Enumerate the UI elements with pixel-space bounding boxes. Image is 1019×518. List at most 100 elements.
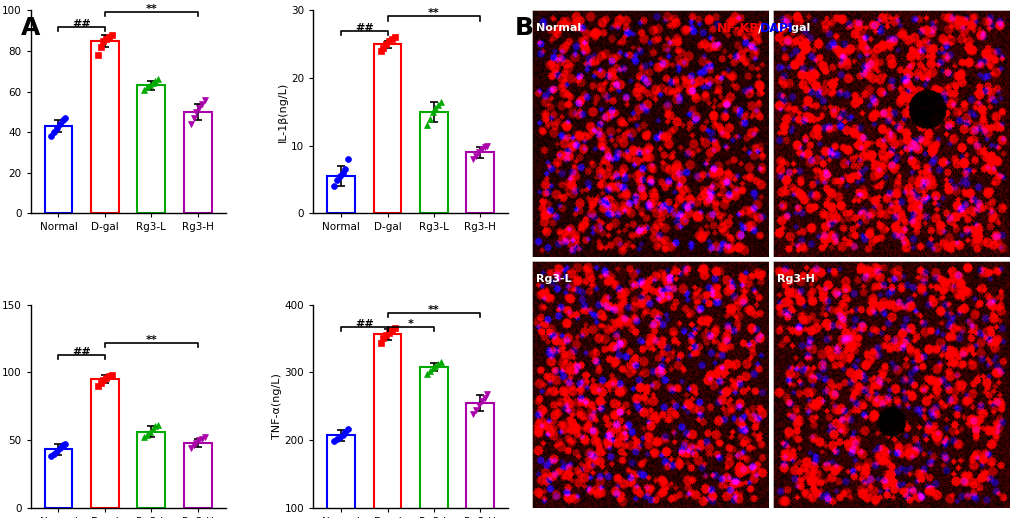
Point xyxy=(468,406,484,414)
Point xyxy=(334,168,351,177)
Text: *: * xyxy=(408,319,414,329)
Point xyxy=(104,371,120,379)
Point xyxy=(380,329,396,337)
Text: ##: ## xyxy=(355,23,373,33)
Point xyxy=(331,433,347,441)
Point xyxy=(337,165,354,174)
Point xyxy=(191,104,207,112)
Point xyxy=(104,31,120,39)
Point xyxy=(145,79,161,88)
Point xyxy=(430,101,446,109)
Point xyxy=(54,441,70,450)
Point xyxy=(139,83,155,92)
Point xyxy=(185,114,202,122)
Point xyxy=(424,108,440,116)
Point xyxy=(150,421,166,429)
Bar xyxy=(373,335,401,518)
Text: DAPI: DAPI xyxy=(759,22,793,35)
Point xyxy=(136,433,152,441)
Point xyxy=(191,436,207,444)
Point xyxy=(372,338,388,347)
Point xyxy=(57,440,73,448)
Bar xyxy=(373,44,401,213)
Point xyxy=(194,435,210,443)
Bar xyxy=(45,450,72,508)
Point xyxy=(197,95,213,104)
Point xyxy=(471,148,487,156)
Text: Rg3-H: Rg3-H xyxy=(776,275,814,284)
Point xyxy=(334,430,351,439)
Text: /: / xyxy=(757,22,761,35)
Point xyxy=(380,37,396,45)
Point xyxy=(479,390,495,398)
Point xyxy=(378,40,394,48)
Point xyxy=(90,382,106,390)
Bar xyxy=(91,379,118,508)
Bar xyxy=(420,112,447,213)
Point xyxy=(465,410,481,419)
Bar xyxy=(183,112,211,213)
Point xyxy=(468,152,484,160)
Bar xyxy=(327,435,355,518)
Point xyxy=(419,369,435,378)
Point xyxy=(386,324,403,332)
Text: **: ** xyxy=(146,335,157,346)
Text: Normal: Normal xyxy=(536,23,581,33)
Point xyxy=(421,114,437,123)
Bar xyxy=(327,176,355,213)
Point xyxy=(194,99,210,108)
Point xyxy=(185,441,202,450)
Bar xyxy=(183,443,211,508)
Point xyxy=(136,85,152,94)
Point xyxy=(378,331,394,339)
Point xyxy=(52,444,68,452)
Point xyxy=(372,47,388,55)
Point xyxy=(427,362,443,370)
Bar xyxy=(466,152,494,213)
Point xyxy=(101,372,117,381)
Point xyxy=(90,51,106,59)
Y-axis label: TNF-α(ng/L): TNF-α(ng/L) xyxy=(272,373,281,439)
Point xyxy=(386,33,403,41)
Point xyxy=(465,155,481,163)
Point xyxy=(187,108,204,116)
Point xyxy=(52,120,68,128)
Point xyxy=(473,145,489,153)
Point xyxy=(93,379,109,387)
Point xyxy=(43,132,59,140)
Text: **: ** xyxy=(428,8,439,19)
Point xyxy=(427,104,443,112)
Point xyxy=(49,447,65,455)
Point xyxy=(432,357,448,366)
Point xyxy=(95,37,111,45)
Point xyxy=(145,425,161,433)
Point xyxy=(147,77,163,85)
Point xyxy=(424,364,440,372)
Point xyxy=(421,367,437,375)
Text: ##: ## xyxy=(72,348,91,357)
Point xyxy=(328,435,344,443)
Text: B: B xyxy=(515,16,534,39)
Point xyxy=(43,452,59,461)
Text: **: ** xyxy=(146,5,157,15)
Point xyxy=(375,334,391,342)
Bar xyxy=(91,41,118,213)
Bar xyxy=(420,367,447,518)
Point xyxy=(326,437,342,445)
Point xyxy=(383,326,399,335)
Point xyxy=(432,97,448,106)
Text: ##: ## xyxy=(355,319,373,329)
Point xyxy=(98,373,114,382)
Bar xyxy=(138,85,165,213)
Point xyxy=(182,120,199,128)
Point xyxy=(471,400,487,409)
Bar xyxy=(466,403,494,518)
Point xyxy=(54,116,70,124)
Point xyxy=(182,444,199,452)
Point xyxy=(197,433,213,441)
Text: **: ** xyxy=(428,305,439,315)
Point xyxy=(49,124,65,132)
Point xyxy=(476,394,492,402)
Bar xyxy=(138,432,165,508)
Text: NF-KB: NF-KB xyxy=(716,22,759,35)
